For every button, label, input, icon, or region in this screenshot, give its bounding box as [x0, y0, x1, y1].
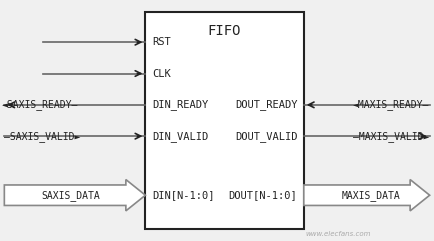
Polygon shape [304, 180, 430, 211]
Text: DOUT_READY: DOUT_READY [235, 99, 297, 110]
Text: ◄SAXIS_READY—: ◄SAXIS_READY— [2, 99, 79, 110]
Text: DIN[N-1:0]: DIN[N-1:0] [152, 190, 214, 200]
Text: DIN_VALID: DIN_VALID [152, 131, 208, 142]
Text: FIFO: FIFO [208, 24, 241, 38]
Text: DOUT_VALID: DOUT_VALID [235, 131, 297, 142]
Text: —SAXIS_VALID►: —SAXIS_VALID► [4, 131, 81, 142]
Text: ◄MAXIS_READY—: ◄MAXIS_READY— [353, 99, 430, 110]
Polygon shape [4, 180, 145, 211]
Text: CLK: CLK [152, 68, 171, 79]
Bar [145, 12, 304, 229]
Text: MAXIS_DATA: MAXIS_DATA [342, 190, 401, 201]
Text: DIN_READY: DIN_READY [152, 99, 208, 110]
Text: SAXIS_DATA: SAXIS_DATA [41, 190, 100, 201]
Text: —MAXIS_VALID►: —MAXIS_VALID► [353, 131, 430, 142]
Text: DOUT[N-1:0]: DOUT[N-1:0] [229, 190, 297, 200]
Text: www.elecfans.com: www.elecfans.com [306, 231, 371, 237]
Text: RST: RST [152, 37, 171, 47]
